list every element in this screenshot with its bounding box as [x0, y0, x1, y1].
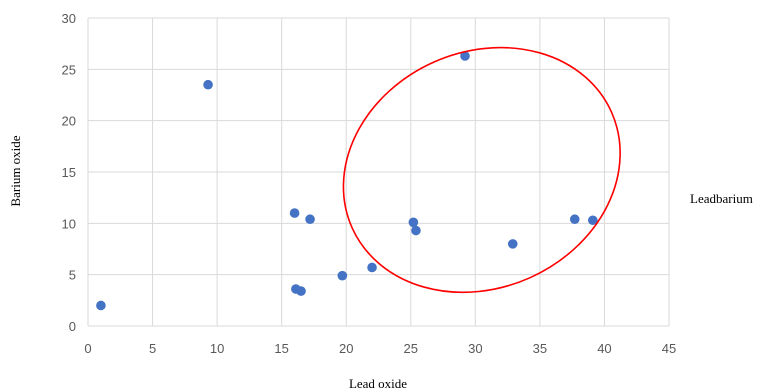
data-point [507, 239, 518, 249]
data-point [296, 286, 306, 296]
y-tick-label: 0 [69, 319, 76, 334]
data-point [367, 262, 377, 273]
x-tick-label: 45 [662, 341, 676, 356]
data-point [289, 208, 300, 218]
x-tick-label: 15 [274, 341, 288, 356]
x-tick-label: 35 [533, 341, 547, 356]
data-point [460, 51, 470, 61]
y-tick-label: 15 [62, 165, 76, 180]
y-tick-label: 10 [62, 216, 76, 231]
data-point [96, 300, 106, 311]
data-point [408, 217, 419, 228]
y-tick-labels: 0 5 10 15 20 25 30 [62, 11, 76, 334]
x-tick-label: 10 [210, 341, 224, 356]
y-tick-label: 25 [62, 62, 76, 77]
data-point [411, 225, 421, 236]
data-point [569, 214, 580, 225]
x-axis-title: Lead oxide [349, 376, 407, 391]
y-axis-title: Barium oxide [8, 135, 23, 206]
x-tick-label: 20 [339, 341, 353, 356]
x-tick-label: 30 [468, 341, 482, 356]
x-tick-label: 0 [84, 341, 91, 356]
y-tick-label: 20 [62, 114, 76, 129]
x-tick-label: 40 [597, 341, 611, 356]
highlight-ellipse-layer [342, 46, 621, 294]
data-point [203, 79, 213, 90]
data-point [305, 214, 315, 225]
data-point [337, 270, 348, 281]
data-points [96, 51, 598, 311]
x-tick-labels: 0 5 10 15 20 25 30 35 40 45 [84, 341, 676, 356]
highlight-ellipse [342, 46, 621, 294]
cluster-annotation-label: Leadbarium [690, 191, 753, 206]
data-point [588, 215, 598, 226]
y-tick-label: 5 [69, 268, 76, 283]
grid-lines [87, 17, 670, 327]
x-tick-label: 5 [149, 341, 156, 356]
y-tick-label: 30 [62, 11, 76, 26]
x-tick-label: 25 [404, 341, 418, 356]
